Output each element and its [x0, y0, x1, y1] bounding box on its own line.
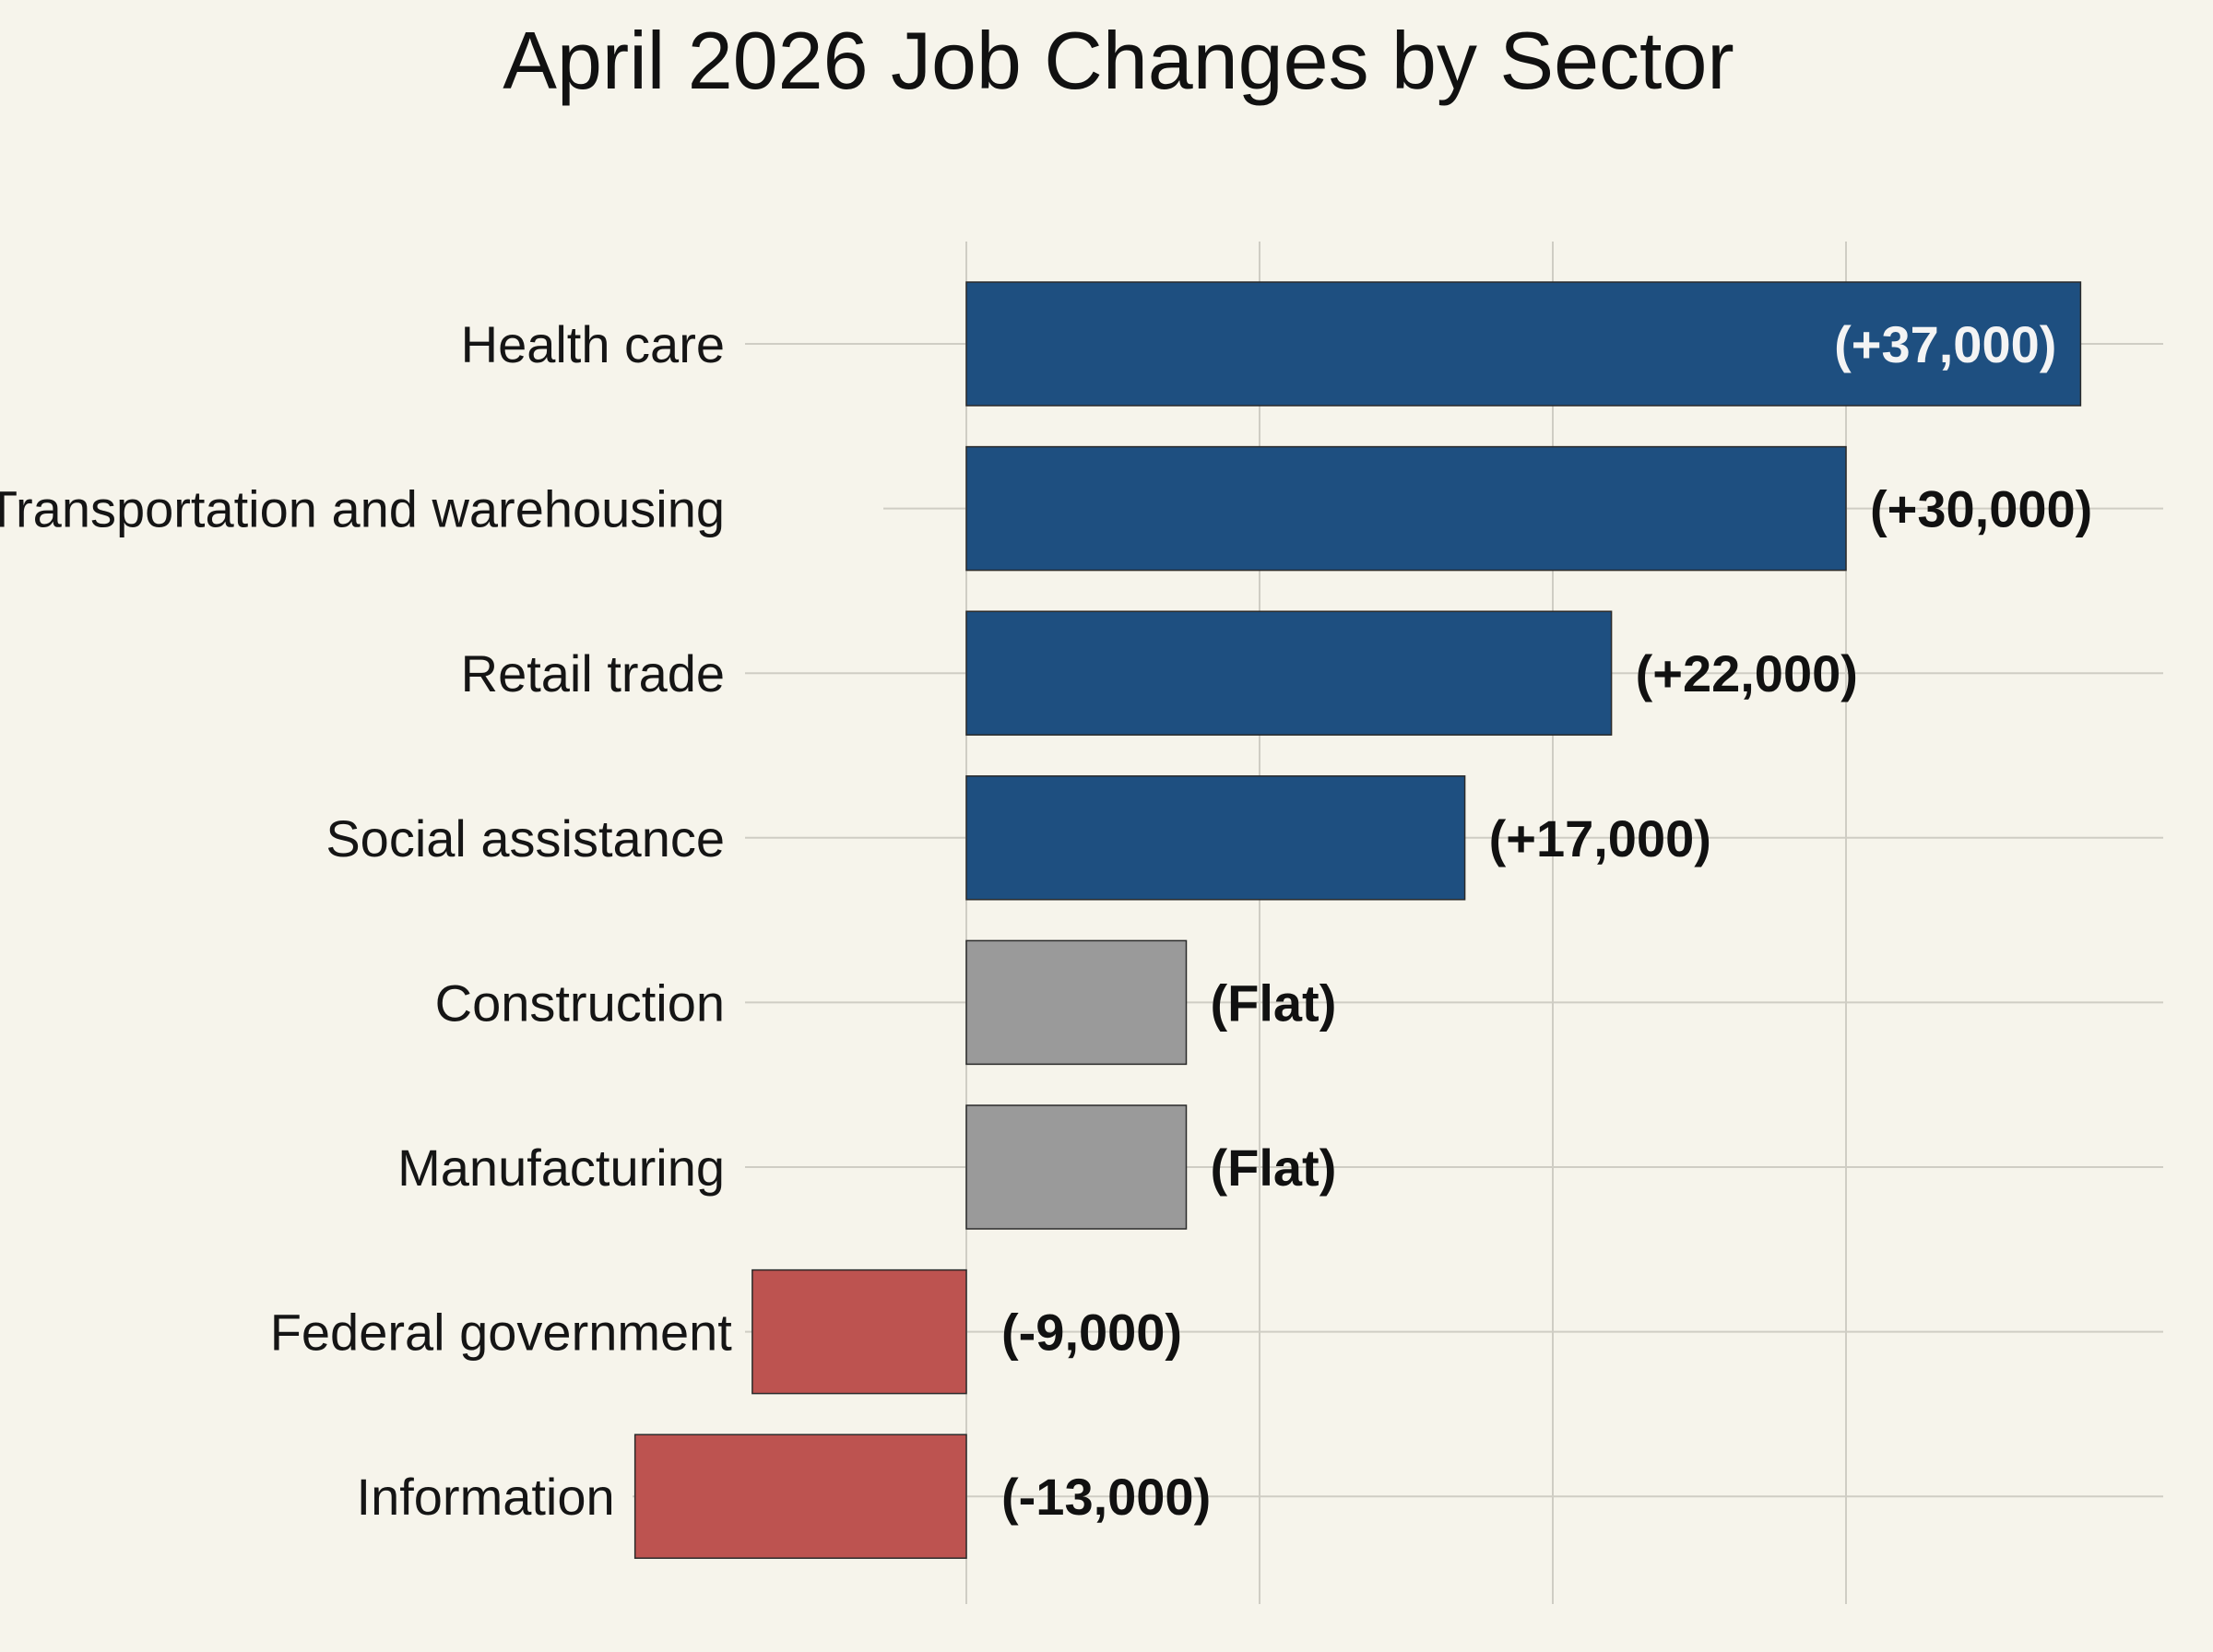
bar-layer	[633, 281, 2082, 1559]
category-label: Information	[357, 1468, 615, 1526]
bar	[751, 1268, 967, 1395]
category-label: Construction	[435, 974, 725, 1032]
data-label: (+22,000)	[1636, 644, 1858, 702]
data-label: (-13,000)	[1001, 1468, 1211, 1526]
bar	[965, 939, 1188, 1066]
data-label: (+37,000)	[1834, 315, 2056, 373]
category-label: Federal government	[270, 1304, 733, 1362]
bar	[965, 775, 1466, 901]
data-label: (+17,000)	[1489, 809, 1711, 867]
bar	[965, 445, 1847, 572]
category-label: Social assistance	[325, 809, 725, 867]
bar	[965, 281, 2082, 407]
grid-layer	[633, 242, 2163, 1604]
chart-title: April 2026 Job Changes by Sector	[503, 15, 1734, 106]
bar	[965, 1104, 1188, 1230]
category-label: Retail trade	[461, 644, 725, 702]
data-label: (Flat)	[1211, 974, 1337, 1032]
data-label: (Flat)	[1211, 1139, 1337, 1197]
category-label: Transportation and warehousing	[0, 480, 725, 538]
bar	[633, 1434, 967, 1559]
bar	[965, 610, 1613, 736]
category-label: Health care	[461, 315, 725, 373]
data-label: (-9,000)	[1001, 1304, 1182, 1362]
label-layer: Health care (+37,000) Transportation and w…	[0, 315, 2092, 1526]
data-label: (+30,000)	[1870, 480, 2092, 538]
category-label: Manufacturing	[397, 1139, 725, 1197]
